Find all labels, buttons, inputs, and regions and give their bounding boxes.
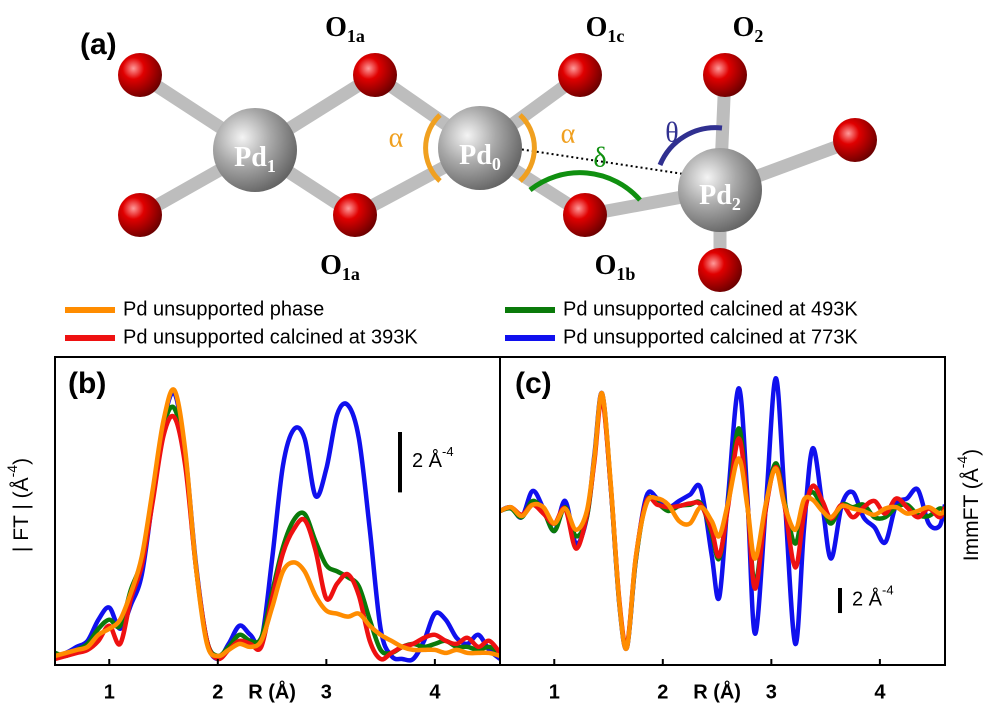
plot-area [55, 387, 500, 663]
y-axis-label: ImmFT (Å-4) [954, 449, 983, 561]
angle-label: δ [593, 142, 606, 173]
atom-symbol: Pd [459, 140, 492, 171]
atom-label: O1a [320, 250, 360, 284]
scale-sup: -4 [882, 583, 894, 598]
atom-subscript: 2 [732, 194, 741, 214]
panel-label: (c) [515, 367, 552, 400]
legend-label: Pd unsupported calcined at 493K [563, 298, 858, 320]
x-tick-label: 2 [212, 681, 223, 703]
atom-symbol: O [325, 12, 347, 43]
scale-text: 2 Å [412, 449, 443, 472]
atom-label: O1a [325, 12, 365, 46]
charts: 1 2 3 4R (Å)(b)| FT | (Å-4) 2 Å-41 2 3 4R (Å)(c… [4, 356, 983, 703]
oxygen-atoms [118, 53, 877, 292]
scale-bar-label: 2 Å-4 [852, 583, 894, 611]
atom-symbol: O [733, 12, 755, 43]
angle-label: α [389, 122, 404, 153]
chart-panel: 1 2 3 4R (Å)(b)| FT | (Å-4) 2 Å-4 [4, 356, 501, 703]
legend: Pd unsupported phase Pd unsupported calci… [65, 298, 858, 348]
x-tick-label: 4 [429, 681, 441, 703]
chart-panel: 1 2 3 4R (Å)(c)ImmFT (Å-4)2 Å-4 [499, 356, 983, 703]
angle-arcs [423, 113, 723, 202]
y-axis-label: | FT | (Å-4) [4, 458, 33, 552]
x-tick-label: 4 [874, 681, 886, 703]
x-tick-label: 1 [104, 681, 115, 703]
atom-label: Pd0 [459, 140, 501, 174]
atom-subscript: 1c [607, 26, 624, 46]
atom-label: Pd1 [234, 142, 276, 176]
y-label-text: ) [10, 458, 33, 465]
atom-label: O1b [595, 250, 636, 284]
panel-label: (a) [80, 28, 117, 61]
legend-label: Pd unsupported phase [123, 298, 324, 320]
series-line [55, 387, 500, 659]
atom-subscript: 1a [347, 26, 365, 46]
y-label-text: ) [960, 449, 983, 456]
angle-label: α [561, 118, 576, 149]
panel-label: (b) [68, 367, 106, 400]
plot-area [500, 376, 945, 652]
angle-label: θ [665, 117, 678, 148]
y-label-sup: -4 [954, 456, 970, 469]
x-tick-label: 2 [657, 681, 668, 703]
atom-symbol: O [320, 250, 342, 281]
plot-frame [499, 356, 946, 666]
scale-bar-label: 2 Å-4 [412, 445, 454, 473]
x-axis-label: R (Å) [248, 679, 296, 703]
scale-text: 2 Å [852, 588, 883, 611]
legend-label: Pd unsupported calcined at 773K [563, 326, 858, 348]
y-label-text: | FT | (Å [10, 477, 33, 552]
x-tick-label: 3 [766, 681, 777, 703]
palladium-atoms [213, 106, 762, 232]
atom-subscript: 1a [342, 264, 360, 284]
x-axis-label: R (Å) [693, 679, 741, 703]
atom-subscript: 0 [492, 154, 501, 174]
atom-subscript: 1 [267, 156, 276, 176]
dotted-line [511, 147, 691, 176]
x-tick-label: 3 [321, 681, 332, 703]
atom-label: O2 [733, 12, 764, 46]
x-tick-label: 1 [549, 681, 560, 703]
y-label-text: ImmFT (Å [960, 468, 983, 561]
atom-subscript: 1b [616, 264, 635, 284]
scale-sup: -4 [442, 445, 454, 460]
atom-label: Pd2 [699, 180, 741, 214]
y-label-sup: -4 [4, 465, 20, 478]
atom-symbol: Pd [699, 180, 732, 211]
series-line [500, 391, 945, 652]
atom-symbol: Pd [234, 142, 267, 173]
atom-symbol: O [595, 250, 617, 281]
atom-symbol: O [586, 12, 608, 43]
legend-label: Pd unsupported calcined at 393K [123, 326, 418, 348]
atom-subscript: 2 [754, 26, 763, 46]
angle-labels: α αδθ [389, 117, 679, 173]
atom-label: O1c [586, 12, 625, 46]
